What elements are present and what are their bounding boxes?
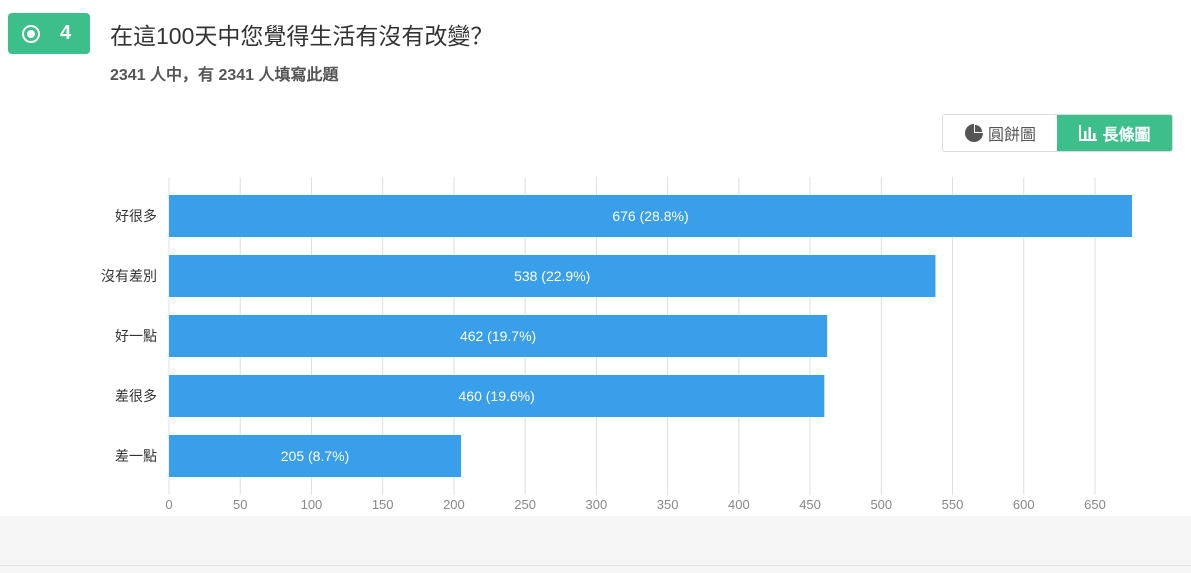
pie-chart-button[interactable]: 圓餅圖 [943,115,1057,151]
x-tick-label: 400 [728,497,750,512]
category-label: 差一點 [115,448,157,464]
data-label: 676 (28.8%) [612,208,688,224]
bar-chart-label: 長條圖 [1102,127,1151,144]
x-tick-label: 600 [1013,497,1035,512]
x-tick-label: 550 [942,497,964,512]
data-label: 460 (19.6%) [459,388,535,404]
bar-chart-icon [1079,125,1098,141]
x-tick-label: 650 [1084,497,1106,512]
x-tick-label: 250 [514,497,536,512]
data-label: 538 (22.9%) [514,268,590,284]
chart-type-toggle: 圓餅圖 長條圖 [942,114,1173,152]
footer-divider [0,565,1191,566]
x-tick-label: 350 [657,497,679,512]
x-tick-label: 500 [870,497,892,512]
pie-chart-icon [964,124,983,142]
category-label: 好很多 [115,208,157,224]
question-title: 在這100天中您覺得生活有沒有改變？ [110,23,494,49]
footer-area [0,516,1191,573]
bar [169,315,828,357]
x-tick-label: 50 [233,497,247,512]
radio-icon [22,24,40,43]
x-tick-label: 200 [443,497,465,512]
category-label: 差很多 [115,388,157,404]
category-label: 沒有差別 [101,268,157,284]
question-badge: 4 [8,13,90,54]
data-label: 462 (19.7%) [460,328,536,344]
bar [169,255,936,297]
x-tick-label: 100 [301,497,323,512]
bar-chart-button[interactable]: 長條圖 [1057,115,1172,151]
question-subtitle: 2341 人中，有 2341 人填寫此題 [110,67,339,84]
x-axis-ticks: 0 50 100 150 200 250 300 350 400 450 500 550 600 650 [165,497,1105,512]
bars: 好很多 676 (28.8%) 沒有差別 538 (22.9%) 好一點 462 (19.… [101,195,1133,477]
bar [169,435,462,477]
bar [169,195,1133,237]
x-tick-label: 0 [165,497,172,512]
category-label: 好一點 [115,328,157,344]
x-tick-label: 450 [799,497,821,512]
question-number: 4 [60,22,72,44]
data-label: 205 (8.7%) [281,448,349,464]
bar [169,375,825,417]
x-tick-label: 300 [586,497,608,512]
x-tick-label: 150 [372,497,394,512]
pie-chart-label: 圓餅圖 [987,127,1036,144]
bar-chart: 好很多 676 (28.8%) 沒有差別 538 (22.9%) 好一點 462 (19.… [101,177,1133,512]
